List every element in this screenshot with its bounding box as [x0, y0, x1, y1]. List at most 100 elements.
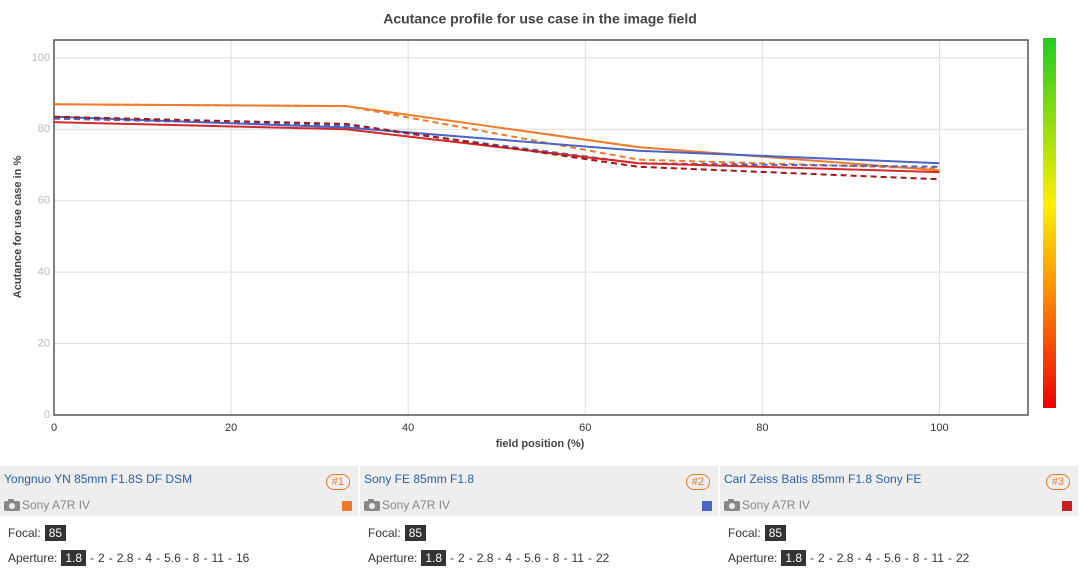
aperture-option[interactable]: 2.8	[116, 551, 134, 565]
aperture-option[interactable]: 22	[595, 551, 610, 565]
focal-row: Focal: 85	[368, 525, 427, 541]
lens-color	[1062, 501, 1072, 511]
aperture-option[interactable]: 11	[571, 551, 584, 565]
aperture-option[interactable]: 11	[211, 551, 224, 565]
lens-header: Yongnuo YN 85mm F1.8S DF DSM #1 Sony A7R I…	[0, 466, 358, 516]
aperture-option[interactable]: 1.8	[421, 550, 447, 566]
focal-label: Focal:	[728, 526, 761, 540]
lens-header: Sony FE 85mm F1.8 #2 Sony A7R IV	[360, 466, 718, 516]
camera-icon	[364, 499, 380, 511]
camera-icon	[4, 499, 20, 511]
aperture-option[interactable]: 2.8	[476, 551, 494, 565]
aperture-label: Aperture:	[728, 551, 778, 565]
separator: -	[90, 551, 95, 565]
aperture-option[interactable]: 8	[192, 551, 200, 565]
separator: -	[450, 551, 455, 565]
x-tick-label: 60	[579, 422, 591, 434]
camera-name: Sony A7R IV	[382, 498, 451, 512]
aperture-option[interactable]: 4	[865, 551, 873, 565]
lens-name[interactable]: Carl Zeiss Batis 85mm F1.8 Sony FE	[724, 472, 922, 486]
separator: -	[184, 551, 189, 565]
x-tick-label: 80	[756, 422, 768, 434]
series-line	[53, 115, 940, 165]
separator: -	[587, 551, 592, 565]
separator: -	[947, 551, 952, 565]
separator: -	[828, 551, 833, 565]
camera-name: Sony A7R IV	[22, 498, 91, 512]
separator: -	[468, 551, 473, 565]
aperture-row: Aperture: 1.8-2-2.8-4-5.6-8-11-22	[728, 550, 969, 566]
lens-badge: #3	[1045, 474, 1070, 490]
focal-label: Focal:	[368, 526, 401, 540]
aperture-option[interactable]: 4	[505, 551, 513, 565]
y-tick-label: 80	[38, 123, 50, 135]
separator: -	[923, 551, 928, 565]
separator: -	[137, 551, 142, 565]
y-tick-label: 20	[38, 337, 50, 349]
x-tick-label: 100	[930, 422, 948, 434]
separator: -	[156, 551, 161, 565]
separator: -	[563, 551, 568, 565]
chart: Acutance profile for use case in the ima…	[12, 11, 1056, 450]
chart-title: Acutance profile for use case in the ima…	[383, 11, 697, 27]
aperture-row: Aperture: 1.8-2-2.8-4-5.6-8-11-22	[368, 550, 609, 566]
y-tick-label: 100	[32, 52, 50, 64]
lens-name[interactable]: Yongnuo YN 85mm F1.8S DF DSM	[4, 472, 193, 486]
focal-label: Focal:	[8, 526, 41, 540]
aperture-option[interactable]: 5.6	[884, 551, 901, 565]
x-tick-label: 0	[51, 422, 57, 434]
y-tick-label: 0	[44, 409, 50, 421]
aperture-option[interactable]: 2	[458, 551, 465, 565]
separator: -	[904, 551, 909, 565]
lens-color	[702, 501, 712, 511]
aperture-option[interactable]: 5.6	[524, 551, 541, 565]
aperture-option[interactable]: 2.8	[836, 551, 854, 565]
focal-value: 85	[404, 525, 427, 541]
camera: Sony A7R IV	[364, 498, 450, 512]
aperture-option[interactable]: 5.6	[164, 551, 181, 565]
separator: -	[857, 551, 862, 565]
aperture-option[interactable]: 1.8	[781, 550, 807, 566]
aperture-label: Aperture:	[8, 551, 58, 565]
aperture-option[interactable]: 16	[235, 551, 250, 565]
separator: -	[203, 551, 208, 565]
lens-badge: #2	[685, 474, 710, 490]
aperture-label: Aperture:	[368, 551, 418, 565]
lens-name[interactable]: Sony FE 85mm F1.8	[364, 472, 475, 486]
lens-panel: Sony FE 85mm F1.8 #2 Sony A7R IV Focal: 85 Ap…	[360, 466, 718, 582]
camera-name: Sony A7R IV	[742, 498, 811, 512]
aperture-option[interactable]: 4	[145, 551, 153, 565]
lens-color	[342, 501, 352, 511]
aperture-option[interactable]: 2	[98, 551, 105, 565]
aperture-option[interactable]: 8	[552, 551, 560, 565]
separator: -	[810, 551, 815, 565]
lens-header: Carl Zeiss Batis 85mm F1.8 Sony FE #3 Sony…	[720, 466, 1078, 516]
aperture-option[interactable]: 22	[955, 551, 970, 565]
x-tick-label: 20	[225, 422, 237, 434]
camera: Sony A7R IV	[4, 498, 90, 512]
aperture-option[interactable]: 8	[912, 551, 920, 565]
focal-value: 85	[764, 525, 787, 541]
aperture-row: Aperture: 1.8-2-2.8-4-5.6-8-11-16	[8, 550, 249, 566]
y-tick-label: 40	[38, 266, 50, 278]
lens-panel: Yongnuo YN 85mm F1.8S DF DSM #1 Sony A7R I…	[0, 466, 358, 582]
y-tick-label: 60	[38, 195, 50, 207]
series-line	[53, 103, 940, 172]
x-tick-label: 40	[402, 422, 414, 434]
separator: -	[876, 551, 881, 565]
aperture-option[interactable]: 1.8	[61, 550, 87, 566]
lens-badge: #1	[325, 474, 350, 490]
aperture-option[interactable]: 11	[931, 551, 944, 565]
aperture-option[interactable]: 2	[818, 551, 825, 565]
color-scale	[1043, 38, 1056, 408]
focal-row: Focal: 85	[728, 525, 787, 541]
separator: -	[516, 551, 521, 565]
camera-icon	[724, 499, 740, 511]
series-line	[53, 103, 940, 170]
lens-panels: Yongnuo YN 85mm F1.8S DF DSM #1 Sony A7R I…	[0, 466, 1080, 582]
lens-panel: Carl Zeiss Batis 85mm F1.8 Sony FE #3 Sony…	[720, 466, 1078, 582]
plot-frame	[53, 39, 1029, 416]
separator: -	[108, 551, 113, 565]
separator: -	[544, 551, 549, 565]
